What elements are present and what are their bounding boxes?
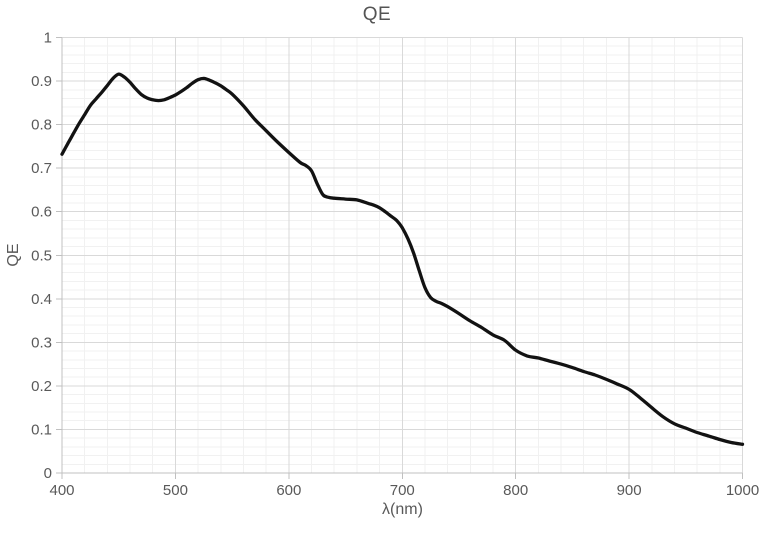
y-tick-label: 0	[44, 465, 52, 482]
tick-labels: 400 500 600 700 800 900 1000 0 0.1 0.2 0.3 0.4 0.5 0.…	[31, 30, 759, 500]
y-tick-label: 0.1	[31, 421, 52, 438]
major-gridlines	[61, 37, 743, 474]
x-tick-label: 1000	[726, 482, 759, 499]
y-tick-label: 0.9	[31, 73, 52, 90]
x-axis-title: λ(nm)	[382, 501, 423, 518]
y-tick-label: 0.7	[31, 160, 52, 177]
y-tick-label: 0.8	[31, 117, 52, 134]
y-tick-label: 0.5	[31, 247, 52, 264]
x-tick-label: 500	[163, 482, 188, 499]
y-axis-title: QE	[5, 243, 22, 267]
x-tick-label: 800	[503, 482, 528, 499]
y-tick-label: 0.3	[31, 334, 52, 351]
chart-title: QE	[362, 4, 392, 25]
y-tick-label: 1	[44, 30, 52, 47]
x-tick-label: 700	[390, 482, 415, 499]
y-tick-label: 0.2	[31, 378, 52, 395]
y-tick-label: 0.4	[31, 291, 52, 308]
y-tick-label: 0.6	[31, 204, 52, 221]
x-tick-label: 600	[276, 482, 301, 499]
x-tick-label: 400	[49, 482, 74, 499]
qe-curve	[60, 72, 745, 446]
x-tick-label: 900	[617, 482, 642, 499]
axes	[56, 37, 743, 479]
